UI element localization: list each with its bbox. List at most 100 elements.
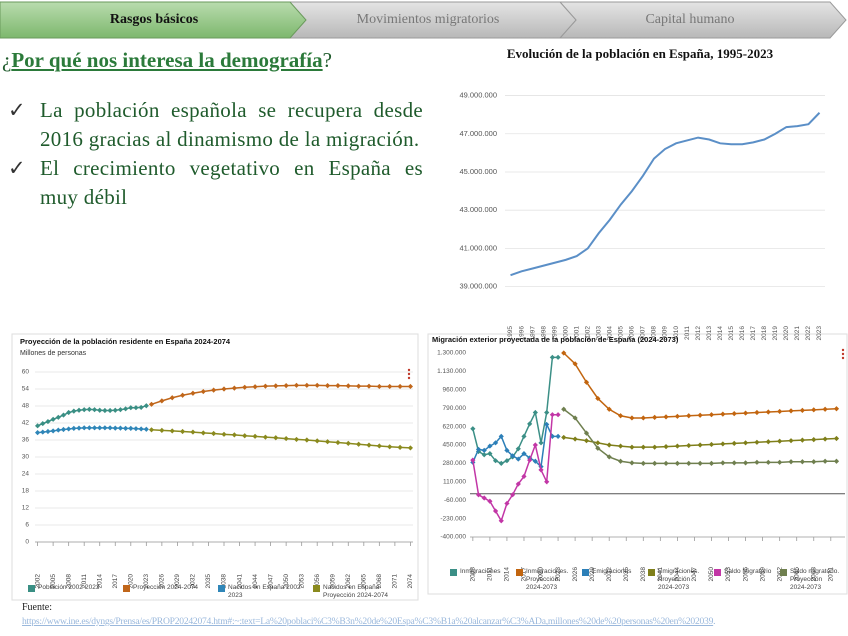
legend-item: Nacidos en España Proyección 2024-2074 (313, 584, 402, 600)
bullet-text: El crecimiento vegetativo en España es m… (40, 156, 423, 209)
marker (138, 426, 144, 432)
marker (572, 415, 578, 421)
y-tick-label: 280.000 (443, 460, 467, 467)
marker (822, 458, 828, 464)
marker (262, 383, 269, 389)
marker (521, 473, 527, 479)
x-tick-label: 2009 (662, 326, 669, 341)
x-tick-label: 2035 (205, 574, 212, 589)
x-tick-label: 2021 (794, 326, 801, 341)
x-tick-label: 2016 (739, 326, 746, 341)
marker (606, 442, 612, 448)
marker (663, 460, 669, 466)
marker (71, 425, 77, 431)
legend-swatch (648, 569, 655, 576)
x-tick-label: 2022 (805, 326, 812, 341)
marker (822, 406, 828, 412)
marker (231, 385, 237, 391)
marker (572, 436, 578, 442)
marker (169, 395, 175, 401)
tab-label[interactable]: Capital humano (645, 12, 734, 27)
marker (262, 434, 269, 440)
x-tick-label: 2071 (392, 574, 399, 589)
marker (652, 460, 658, 466)
y-tick-label: 18 (22, 488, 30, 495)
heading-open: ¿ (2, 48, 12, 72)
marker (498, 433, 504, 439)
marker (148, 427, 155, 433)
marker (742, 440, 749, 446)
marker (510, 453, 516, 459)
x-tick-label: 2011 (684, 326, 691, 340)
marker (304, 437, 310, 443)
marker (532, 458, 538, 464)
marker (179, 392, 186, 398)
x-tick-label: 2015 (728, 326, 735, 341)
marker (273, 435, 279, 441)
tab-shape[interactable] (0, 1, 307, 39)
menu-icon[interactable] (407, 348, 845, 380)
y-tick-label: 12 (22, 505, 30, 512)
x-tick-label: 1996 (518, 326, 525, 341)
y-tick-label: 30 (22, 454, 30, 461)
y-tick-label: 790.000 (443, 405, 467, 412)
y-tick-label: 45.000.000 (459, 167, 497, 176)
marker (640, 460, 646, 466)
x-tick-label: 2020 (783, 326, 790, 341)
marker (652, 444, 658, 450)
marker (697, 442, 703, 448)
y-tick-label: 48 (22, 403, 30, 410)
marker (527, 457, 533, 463)
marker (720, 441, 726, 447)
x-tick-label: 2007 (640, 326, 647, 341)
marker (799, 459, 805, 465)
x-tick-label: 2004 (607, 326, 614, 341)
x-tick-label: 2017 (112, 574, 119, 589)
legend-item: Saldo Migratorio (714, 568, 774, 576)
marker (200, 430, 206, 436)
marker (811, 407, 817, 413)
marker (376, 383, 382, 390)
marker (397, 444, 403, 450)
x-tick-label: 2005 (618, 326, 625, 341)
legend-swatch (582, 569, 589, 576)
legend-swatch (780, 569, 787, 576)
x-tick-label: 2053 (725, 567, 732, 582)
marker (221, 431, 227, 437)
marker (407, 445, 414, 451)
marker (200, 388, 206, 395)
tab-label[interactable]: Movimientos migratorios (357, 12, 500, 27)
marker (143, 403, 149, 409)
bullet: ✓ El crecimiento vegetativo en España es … (8, 156, 423, 209)
legend-label: Inmigraciones. Proyección 2024-2073 (526, 568, 569, 591)
marker (731, 411, 737, 417)
marker (97, 425, 103, 431)
marker (50, 428, 56, 434)
marker (555, 412, 561, 418)
x-tick-label: 2020 (538, 567, 545, 582)
marker (45, 428, 51, 435)
x-tick-label: 2023 (143, 574, 150, 589)
x-tick-label: 1999 (551, 326, 558, 341)
x-tick-label: 2032 (606, 567, 613, 582)
marker (555, 354, 561, 360)
source-link[interactable]: https://www.ine.es/dyngs/Prensa/es/PROP2… (22, 616, 714, 627)
marker (60, 412, 67, 418)
tab-label[interactable]: Rasgos básicos (110, 12, 199, 27)
legend-swatch (714, 569, 721, 576)
x-tick-label: 2056 (314, 574, 321, 589)
marker (107, 425, 113, 431)
legend-item: Inmigraciones. Proyección 2024-2073 (516, 568, 576, 592)
y-tick-label: 1.300.000 (437, 350, 466, 357)
legend-label: Inmigraciones (460, 568, 501, 575)
marker (475, 492, 482, 498)
x-tick-label: 2038 (221, 574, 228, 589)
chart-subtitle: Millones de personas (20, 350, 87, 357)
x-tick-label: 2047 (267, 574, 274, 589)
source-end: . (713, 616, 716, 627)
x-tick-label: 2019 (772, 326, 779, 341)
marker (686, 460, 692, 466)
y-tick-label: 43.000.000 (459, 205, 497, 214)
marker (345, 383, 351, 389)
